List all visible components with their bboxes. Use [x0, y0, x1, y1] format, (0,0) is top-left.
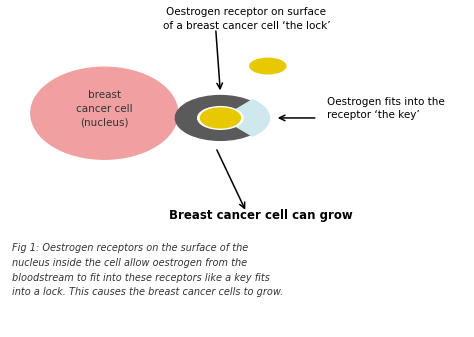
Text: breast
cancer cell
(nucleus): breast cancer cell (nucleus)	[76, 90, 133, 127]
Circle shape	[201, 108, 240, 128]
Text: Fig 1: Oestrogen receptors on the surface of the
nucleus inside the cell allow o: Fig 1: Oestrogen receptors on the surfac…	[12, 243, 283, 297]
Text: Oestrogen fits into the
receptor ‘the key’: Oestrogen fits into the receptor ‘the ke…	[327, 97, 445, 120]
Ellipse shape	[31, 67, 178, 159]
Text: Oestrogen receptor on surface
of a breast cancer cell ‘the lock’: Oestrogen receptor on surface of a breas…	[163, 7, 330, 31]
Circle shape	[198, 106, 243, 129]
Circle shape	[175, 95, 265, 140]
Text: Breast cancer cell can grow: Breast cancer cell can grow	[169, 209, 353, 222]
Ellipse shape	[250, 58, 286, 74]
Wedge shape	[220, 99, 270, 137]
